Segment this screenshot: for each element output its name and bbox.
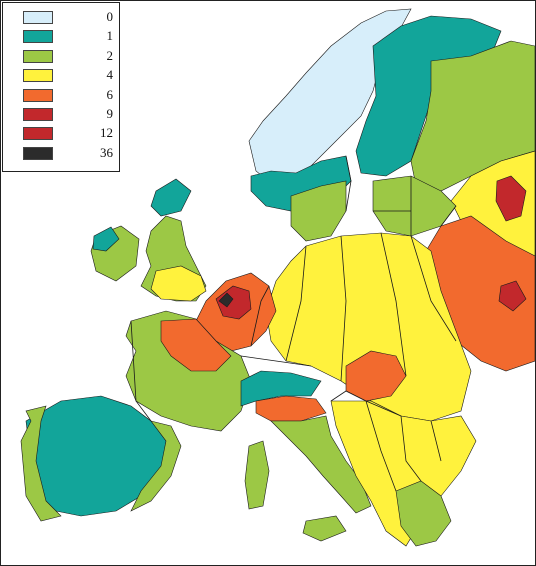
legend-label: 12: [100, 125, 113, 141]
legend-row-2: 2: [23, 47, 114, 64]
hotspot-benelux: [218, 292, 234, 308]
legend-label: 4: [106, 67, 114, 83]
region-england-south: [150, 265, 207, 302]
region-north-italy: [255, 395, 327, 422]
region-iberia-coast: [20, 405, 62, 522]
region-france-north: [160, 318, 232, 372]
legend-row-9: 9: [23, 106, 114, 122]
hotspots: [218, 175, 527, 312]
legend: 0 1 2 4 6 9 12 36: [2, 2, 120, 172]
map-regions: [20, 8, 535, 547]
region-sardinia: [244, 440, 270, 510]
legend-swatch-2: [23, 49, 53, 63]
legend-label: 2: [106, 47, 114, 63]
region-iberia-east: [130, 420, 182, 512]
legend-label: 9: [106, 106, 114, 121]
legend-swatch-0: [23, 11, 53, 24]
region-alps: [240, 370, 322, 407]
country-borders: [130, 155, 457, 492]
hotspot-russia-red: [495, 175, 527, 222]
region-greece: [395, 480, 452, 547]
legend-swatch-36: [23, 146, 53, 160]
legend-swatch-4: [23, 69, 53, 83]
legend-row-4: 4: [23, 67, 114, 83]
border-lines: [130, 155, 457, 492]
legend-label: 1: [106, 28, 114, 44]
legend-row-12: 12: [23, 125, 113, 141]
region-scotland: [150, 178, 192, 217]
legend-swatch-1: [23, 30, 53, 44]
hotspot-ukraine-red: [498, 280, 527, 312]
region-italy: [270, 415, 372, 514]
region-sicily: [302, 515, 347, 542]
legend-label: 0: [106, 9, 114, 24]
legend-row-6: 6: [23, 86, 114, 103]
region-sweden-south: [290, 180, 347, 242]
region-ireland-west: [92, 226, 120, 252]
legend-label: 6: [106, 86, 114, 102]
legend-swatch-9: [23, 108, 53, 121]
legend-row-1: 1: [23, 28, 114, 44]
legend-swatch-12: [23, 127, 53, 141]
legend-swatch-6: [23, 88, 53, 102]
legend-row-0: 0: [23, 9, 114, 25]
legend-row-36: 36: [23, 144, 113, 161]
region-benelux-core: [215, 285, 252, 320]
legend-label: 36: [100, 144, 113, 160]
